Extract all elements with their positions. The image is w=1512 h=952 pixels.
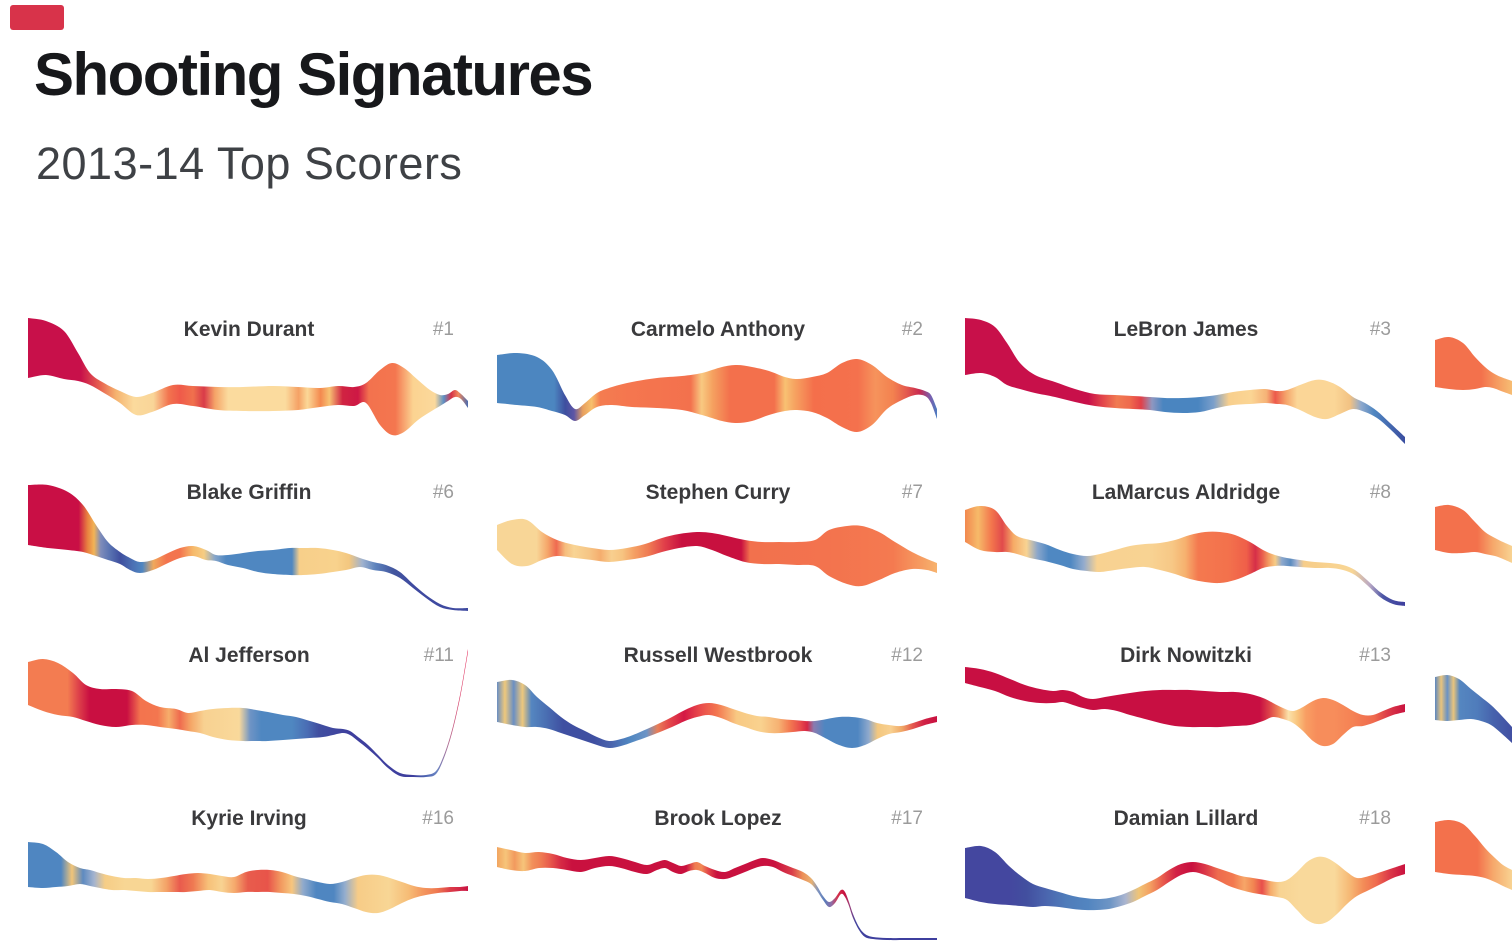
player-rank: #13 [1359,645,1391,666]
player-rank: #3 [1369,319,1391,340]
shooting-signature-chart [1435,674,1512,743]
player-card[interactable]: Kevin Durant #1 [28,302,470,463]
shooting-signature-chart [1435,819,1512,890]
player-rank: #1 [432,319,454,340]
player-rank: #2 [901,319,923,340]
player-rank: #8 [1369,482,1391,503]
player-card[interactable] [1435,791,1512,952]
player-name: Stephen Curry [645,481,791,504]
player-name: Al Jefferson [188,644,310,667]
player-name: LaMarcus Aldridge [1091,481,1281,504]
player-name: Kevin Durant [183,318,315,341]
shooting-signature-chart [1435,336,1512,395]
shooting-signature-chart [965,845,1405,925]
player-rank: #18 [1359,808,1391,829]
player-name: Russell Westbrook [623,644,813,667]
player-card[interactable]: Al Jefferson #11 [28,628,470,789]
shooting-signature-chart [1435,504,1512,563]
player-name: Blake Griffin [186,481,312,504]
player-card[interactable] [1435,628,1512,789]
player-card[interactable] [1435,302,1512,463]
player-rank: #7 [901,482,923,503]
player-card[interactable]: LaMarcus Aldridge #8 [965,465,1407,626]
player-name: Kyrie Irving [191,807,307,830]
player-rank: #11 [423,645,454,666]
page-subtitle: 2013-14 Top Scorers [36,138,463,189]
player-card[interactable]: Russell Westbrook #12 [497,628,939,789]
player-name: Dirk Nowitzki [1120,644,1252,667]
player-card[interactable]: Brook Lopez #17 [497,791,939,952]
player-card[interactable]: Stephen Curry #7 [497,465,939,626]
shooting-signature-chart [497,847,937,941]
player-card[interactable] [1435,465,1512,626]
player-name: Damian Lillard [1113,807,1259,830]
page-title: Shooting Signatures [34,41,594,108]
player-rank: #6 [432,482,454,503]
player-card[interactable]: Dirk Nowitzki #13 [965,628,1407,789]
player-card[interactable]: Damian Lillard #18 [965,791,1407,952]
player-card[interactable]: Blake Griffin #6 [28,465,470,626]
player-card[interactable]: Kyrie Irving #16 [28,791,470,952]
shooting-signature-chart [28,842,468,914]
player-name: Carmelo Anthony [630,318,806,341]
player-rank: #17 [891,808,923,829]
player-card[interactable]: LeBron James #3 [965,302,1407,463]
player-rank: #12 [891,645,923,666]
player-card[interactable]: Carmelo Anthony #2 [497,302,939,463]
player-rank: #16 [422,808,454,829]
player-name: Brook Lopez [654,807,782,830]
player-name: LeBron James [1113,318,1259,341]
app-logo-mark[interactable] [10,5,64,30]
